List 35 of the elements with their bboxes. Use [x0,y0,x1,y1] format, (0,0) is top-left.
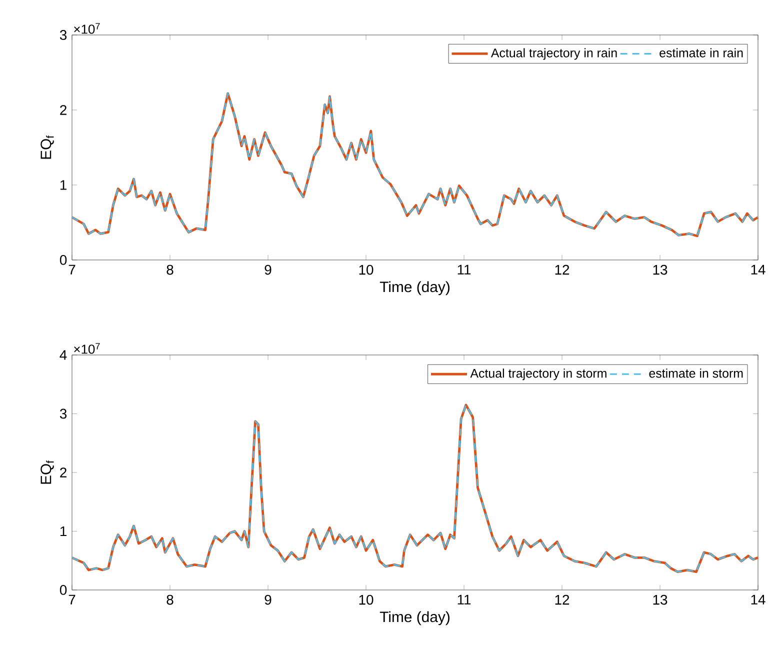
y-tick-label: 0 [60,585,67,595]
y-axis-title: EQ$_{f}$ [40,460,54,484]
x-tick-label: 8 [166,594,174,605]
x-tick-label: 14 [751,594,766,604]
x-tick-label: 8 [166,264,174,275]
x-axis-title: Time (day) [380,281,450,296]
x-tick-label: 7 [68,264,76,274]
x-tick-label: 13 [653,594,668,605]
y-tick-label: 3 [60,30,67,40]
x-tick-label: 11 [458,594,471,604]
y-tick-label: 0 [60,255,67,265]
x-tick-label: 13 [653,264,668,275]
x-tick-label: 9 [264,594,272,605]
y-axis-title: EQ$_{f}$ [40,135,54,159]
y-tick-label: 4 [60,350,67,360]
x-tick-label: 12 [555,594,570,605]
text: ×10$^{7}$ [74,23,100,34]
legend-label: estimate in rain [660,48,743,58]
y-tick-label: 1 [60,180,66,190]
y-tick-label: 1 [60,526,66,536]
x-axis-title: Time (day) [380,611,450,626]
x-tick-label: 11 [458,264,471,274]
legend-label: estimate in storm [649,368,743,378]
x-tick-label: 7 [68,594,76,604]
text: ×10$^{7}$ [74,343,100,354]
y-tick-label: 3 [60,408,67,419]
x-tick-label: 10 [359,594,374,605]
x-tick-label: 12 [555,264,570,275]
x-tick-label: 14 [751,264,766,274]
y-tick-label: 2 [60,105,66,115]
x-tick-label: 9 [264,264,272,275]
y-tick-label: 2 [60,468,66,478]
x-tick-label: 10 [359,264,374,275]
legend-label: Actual trajectory in storm [470,368,606,380]
legend-label: Actual trajectory in rain [490,48,617,60]
